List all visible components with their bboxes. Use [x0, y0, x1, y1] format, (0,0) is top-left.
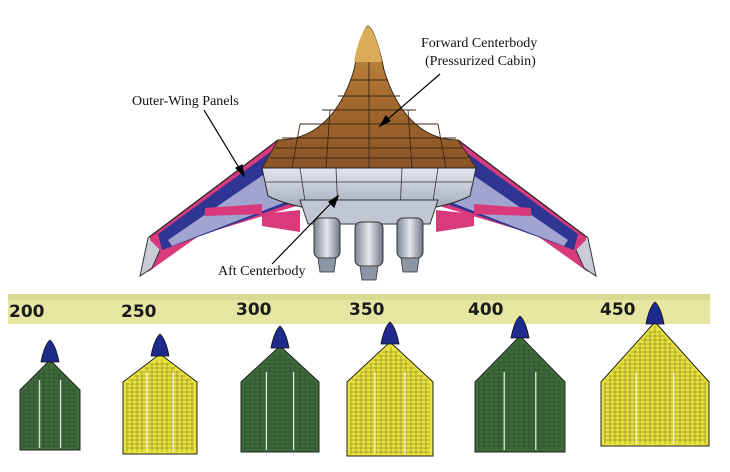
capacity-label-450: 450 [600, 300, 636, 320]
capacity-label-250: 250 [121, 302, 157, 322]
right-flap [474, 204, 531, 216]
leader-lines [203, 73, 441, 265]
leader-outer-wing [203, 109, 245, 177]
cabin-layout-200 [19, 339, 81, 451]
nose-cone-250 [150, 333, 170, 357]
cabin-layout-250 [122, 333, 198, 455]
cabin-layouts [19, 301, 710, 457]
nose-cone-450 [645, 301, 665, 325]
aft-centerbody-label: Aft Centerbody [218, 264, 306, 279]
cabin-layout-450 [600, 301, 710, 447]
nose-cone-300 [270, 325, 290, 349]
capacity-label-300: 300 [236, 300, 272, 320]
capacity-label-200: 200 [9, 302, 45, 322]
outer-wing-label: Outer-Wing Panels [132, 94, 239, 109]
capacity-label-350: 350 [349, 300, 385, 320]
capacity-label-400: 400 [468, 300, 504, 320]
engine-center [354, 221, 384, 281]
leader-aft-centerbody [271, 195, 339, 265]
engine-left [313, 217, 341, 273]
left-flap [205, 204, 262, 216]
nose-cone-400 [510, 315, 530, 339]
blended-wing-aircraft [139, 25, 597, 281]
cabin-layout-400 [474, 315, 566, 453]
cabin-layout-350 [346, 321, 434, 457]
engine-right [396, 217, 424, 273]
leader-forward-centerbody [379, 73, 441, 127]
nose-cone-350 [380, 321, 400, 345]
cabin-layout-300 [240, 325, 320, 453]
forward-centerbody-label-line2: (Pressurized Cabin) [425, 54, 536, 69]
forward-centerbody-label-line1: Forward Centerbody [421, 36, 538, 51]
nose-cone-200 [40, 339, 60, 363]
